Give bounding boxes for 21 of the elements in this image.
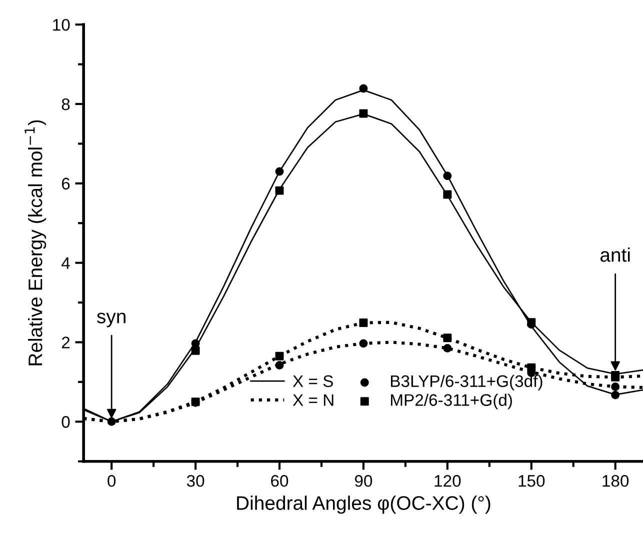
y-tick-label: 8 [62, 98, 70, 110]
x-tick-label: 120 [434, 475, 461, 487]
y-axis-title: Relative Energy (kcal mol$^{−1}$) [24, 120, 46, 366]
y-tick-label: 0 [62, 416, 70, 428]
x-tick-label: 30 [186, 475, 204, 487]
x-tick-label: 180 [602, 475, 629, 487]
y-tick-label: 4 [62, 257, 70, 269]
x-axis-title: Dihedral Angles φ(OC-XC) (°) [237, 496, 490, 514]
x-tick-label: 60 [271, 475, 288, 487]
x-tick-label: 0 [108, 475, 116, 487]
annotation: syn [96, 312, 126, 328]
legend-label: X = N [292, 394, 334, 406]
legend-label: B3LYP/6-311+G(3df) [390, 374, 542, 390]
legend-label: X = S [292, 375, 333, 388]
legend-label: MP2/6-311+G(d) [390, 394, 512, 410]
y-tick-label: 6 [62, 178, 70, 190]
y-tick-label: 2 [62, 336, 70, 348]
x-tick-label: 150 [518, 475, 545, 487]
annotation: anti [600, 248, 630, 262]
y-tick-label: 10 [53, 18, 70, 31]
x-tick-label: 90 [354, 475, 372, 487]
